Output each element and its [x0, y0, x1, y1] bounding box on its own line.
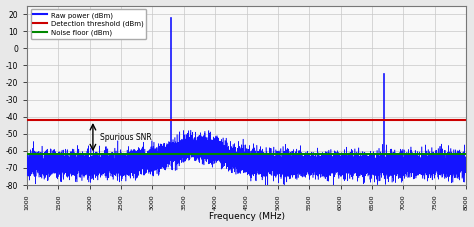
Legend: Raw power (dBm), Detection threshold (dBm), Noise floor (dBm): Raw power (dBm), Detection threshold (dB…: [30, 9, 146, 39]
X-axis label: Frequency (MHz): Frequency (MHz): [209, 212, 284, 222]
Text: Spurious SNR: Spurious SNR: [100, 133, 152, 142]
